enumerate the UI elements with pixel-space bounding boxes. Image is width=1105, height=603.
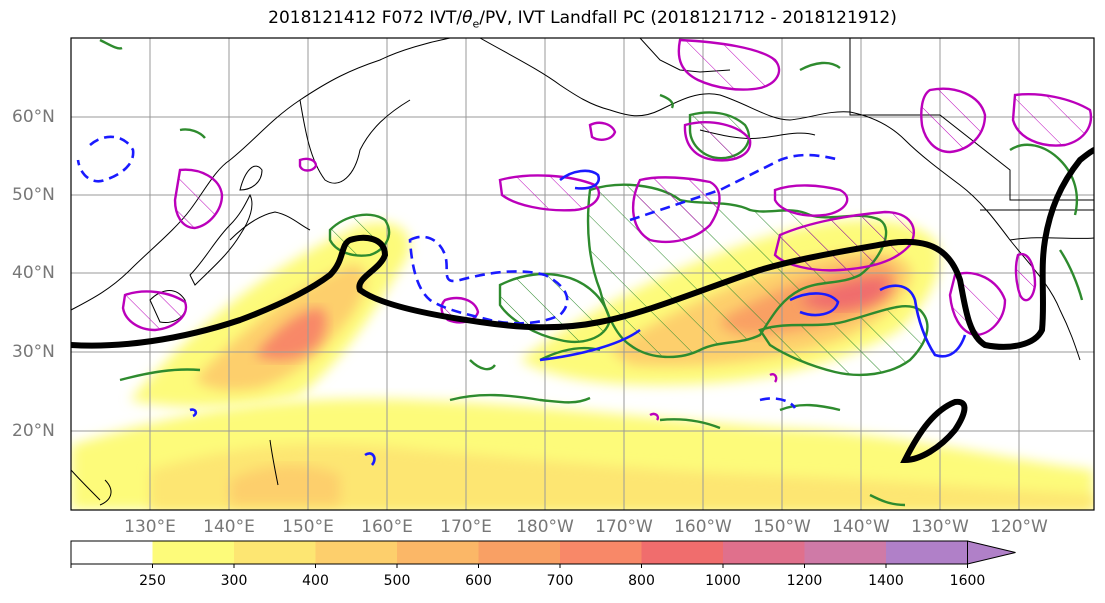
colorbar-label: 600	[465, 573, 492, 589]
figure-title: 2018121412 F072 IVT/θe/PV, IVT Landfall …	[0, 8, 1105, 30]
colorbar-segment	[397, 541, 479, 564]
colorbar-label: 1400	[868, 573, 904, 589]
lon-label-140w: 140°W	[832, 517, 890, 537]
colorbar	[70, 540, 1016, 568]
title-prefix: 2018121412 F072 IVT/	[268, 8, 463, 28]
lon-label-130w: 130°W	[911, 517, 969, 537]
colorbar-segment	[315, 541, 398, 564]
colorbar-frame	[70, 540, 968, 565]
colorbar-segment	[71, 541, 153, 564]
colorbar-label: 1000	[705, 573, 741, 589]
colorbar-label: 250	[139, 573, 166, 589]
lon-label-160w: 160°W	[674, 517, 732, 537]
lon-label-170w: 170°W	[595, 517, 653, 537]
colorbar-segment	[723, 541, 805, 564]
lat-label-20n: 20°N	[12, 421, 55, 441]
colorbar-label: 400	[302, 573, 329, 589]
pv-contours	[121, 38, 1093, 337]
lon-label-150w: 150°W	[753, 517, 811, 537]
lon-label-160e: 160°E	[361, 517, 413, 537]
colorbar-segment	[234, 541, 316, 564]
title-suffix: /PV, IVT Landfall PC (2018121712 - 20181…	[479, 8, 897, 28]
negative-contours	[76, 135, 967, 466]
lat-label-40n: 40°N	[12, 263, 55, 283]
title-sub: e	[472, 17, 480, 31]
title-theta: θ	[462, 8, 473, 28]
lon-label-170e: 170°E	[440, 517, 492, 537]
colorbar-label: 1600	[949, 573, 986, 589]
colorbar-extend-arrow	[967, 540, 1016, 565]
lat-label-50n: 50°N	[12, 185, 55, 205]
colorbar-label: 800	[628, 573, 655, 589]
colorbar-label: 300	[220, 573, 248, 589]
colorbar-segment	[478, 541, 561, 564]
map-frame	[70, 37, 1095, 511]
lon-label-150e: 150°E	[282, 517, 334, 537]
colorbar-label: 700	[546, 573, 574, 589]
lon-label-130e: 130°E	[124, 517, 176, 537]
colorbar-segment	[804, 541, 887, 564]
lat-label-60n: 60°N	[12, 107, 55, 127]
colorbar-segment	[560, 541, 642, 564]
colorbar-segment	[886, 541, 968, 564]
lat-label-30n: 30°N	[12, 342, 55, 362]
colorbar-label: 500	[383, 573, 411, 589]
pv-lines	[298, 121, 849, 421]
colorbar-segment	[152, 541, 235, 564]
ivt-landfall-contour	[71, 147, 1094, 464]
colorbar-label: 1200	[786, 573, 823, 589]
lon-label-140e: 140°E	[203, 517, 255, 537]
map-panel	[71, 38, 1094, 510]
lon-label-180w: 180°W	[516, 517, 574, 537]
colorbar-segment	[641, 541, 724, 564]
lon-label-120w: 120°W	[990, 517, 1048, 537]
theta-e-lines	[99, 38, 1084, 507]
